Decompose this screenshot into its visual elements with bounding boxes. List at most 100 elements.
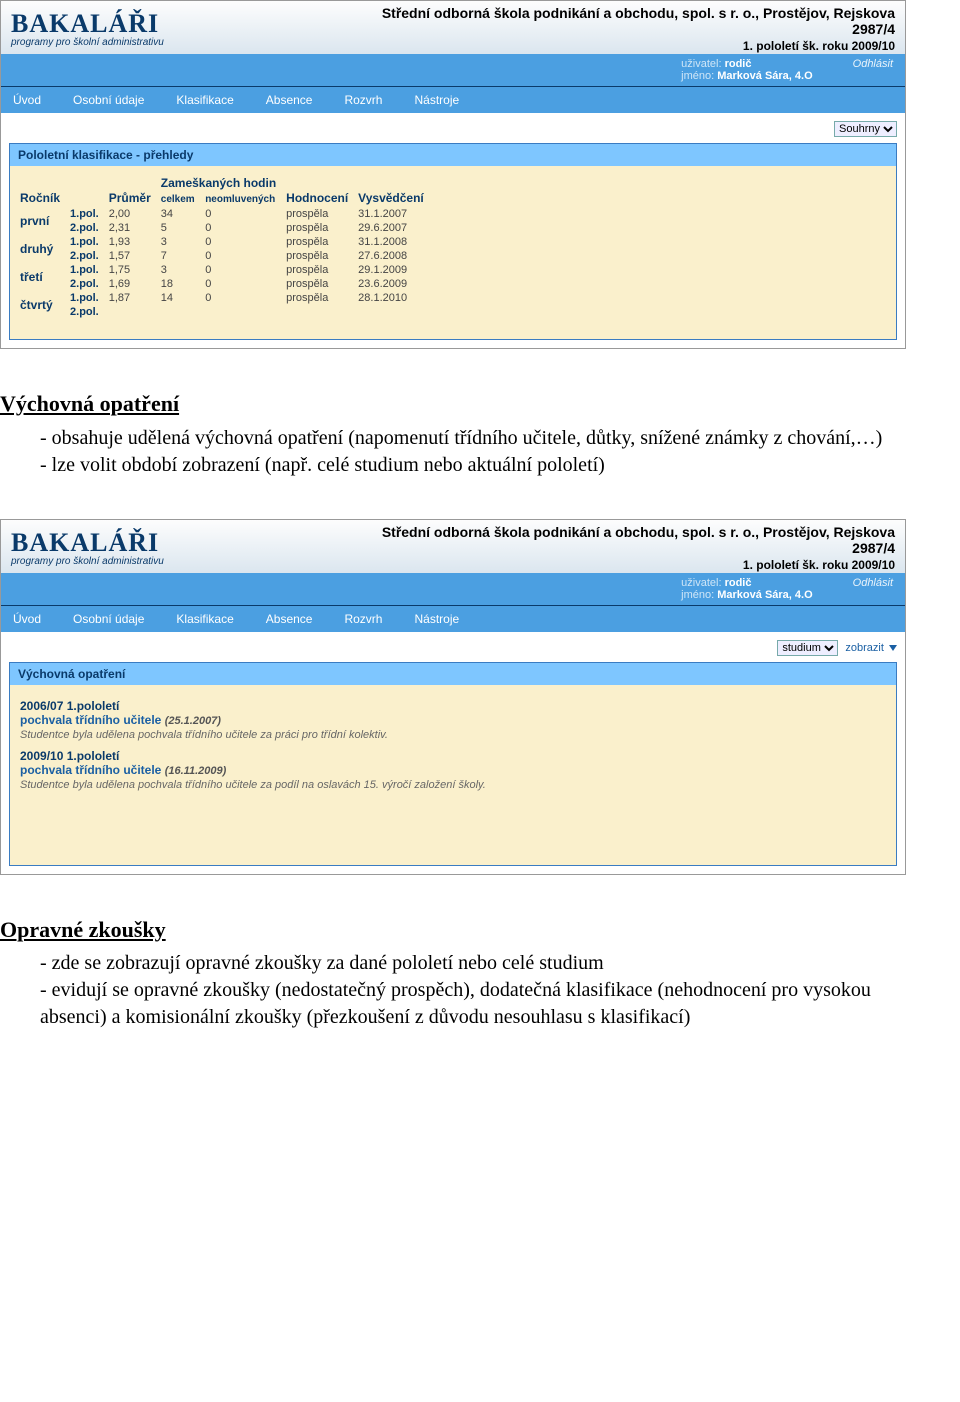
school-block: Střední odborná škola podnikání a obchod… bbox=[382, 524, 895, 572]
name-label: jméno: bbox=[681, 589, 714, 601]
doc-vychovna-opatreni: Výchovná opatření obsahuje udělená výcho… bbox=[0, 389, 906, 479]
opatreni-date: (16.11.2009) bbox=[165, 765, 227, 777]
table-row: první1.pol.2,00340prospěla31.1.2007 bbox=[20, 207, 434, 221]
logo-title: BAKALÁŘI bbox=[11, 528, 164, 558]
nav-uvod[interactable]: Úvod bbox=[11, 87, 43, 113]
cell-unexcused: 0 bbox=[205, 207, 286, 221]
cell-date: 27.6.2008 bbox=[358, 249, 434, 263]
table-row: 2.pol. bbox=[20, 305, 434, 319]
opatreni-desc: Studentce byla udělena pochvala třídního… bbox=[20, 729, 886, 741]
panel-opatreni: Výchovná opatření 2006/07 1.pololetípoch… bbox=[9, 662, 897, 866]
cell-avg: 1,57 bbox=[109, 249, 161, 263]
user-value: rodič bbox=[725, 577, 752, 589]
nav-klasifikace[interactable]: Klasifikace bbox=[174, 87, 235, 113]
zobrazit-link[interactable]: zobrazit bbox=[845, 642, 897, 654]
school-block: Střední odborná škola podnikání a obchod… bbox=[382, 5, 895, 53]
cell-pol: 1.pol. bbox=[70, 235, 109, 249]
cell-result: prospěla bbox=[286, 277, 358, 291]
nav-absence[interactable]: Absence bbox=[264, 606, 315, 632]
cell-date: 31.1.2008 bbox=[358, 235, 434, 249]
cell-date: 29.6.2007 bbox=[358, 221, 434, 235]
cell-total: 5 bbox=[161, 221, 205, 235]
year-label: čtvrtý bbox=[20, 291, 70, 319]
cell-avg: 2,31 bbox=[109, 221, 161, 235]
filter-select-studium[interactable]: studium bbox=[777, 640, 838, 656]
cell-result: prospěla bbox=[286, 249, 358, 263]
school-name: Střední odborná škola podnikání a obchod… bbox=[382, 5, 895, 21]
content-area: Souhrny Pololetní klasifikace - přehledy… bbox=[1, 113, 905, 348]
table-row: čtvrtý1.pol.1,87140prospěla28.1.2010 bbox=[20, 291, 434, 305]
name-value: Marková Sára, 4.O bbox=[717, 70, 812, 82]
nav-bar: Úvod Osobní údaje Klasifikace Absence Ro… bbox=[1, 605, 905, 632]
nav-osobni-udaje[interactable]: Osobní údaje bbox=[71, 87, 146, 113]
cell-avg bbox=[109, 305, 161, 319]
cell-pol: 1.pol. bbox=[70, 263, 109, 277]
cell-pol: 2.pol. bbox=[70, 305, 109, 319]
cell-unexcused: 0 bbox=[205, 235, 286, 249]
cell-unexcused: 0 bbox=[205, 221, 286, 235]
school-term: 1. pololetí šk. roku 2009/10 bbox=[382, 558, 895, 572]
table-row: druhý1.pol.1,9330prospěla31.1.2008 bbox=[20, 235, 434, 249]
table-row: 2.pol.1,5770prospěla27.6.2008 bbox=[20, 249, 434, 263]
user-bar: uživatel: rodič jméno: Marková Sára, 4.O… bbox=[1, 573, 905, 605]
opatreni-title: pochvala třídního učitele bbox=[20, 713, 165, 727]
school-address: 2987/4 bbox=[382, 21, 895, 37]
app-header: BAKALÁŘI programy pro školní administrat… bbox=[1, 1, 905, 54]
cell-unexcused: 0 bbox=[205, 249, 286, 263]
opatreni-title-row: pochvala třídního učitele (25.1.2007) bbox=[20, 713, 886, 727]
nav-nastroje[interactable]: Nástroje bbox=[412, 606, 461, 632]
th-vysvedceni: Vysvědčení bbox=[358, 174, 434, 207]
nav-uvod[interactable]: Úvod bbox=[11, 606, 43, 632]
nav-klasifikace[interactable]: Klasifikace bbox=[174, 606, 235, 632]
app-window-opatreni: BAKALÁŘI programy pro školní administrat… bbox=[0, 519, 906, 875]
user-bar: uživatel: rodič jméno: Marková Sára, 4.O… bbox=[1, 54, 905, 86]
nav-rozvrh[interactable]: Rozvrh bbox=[342, 87, 384, 113]
opatreni-date: (25.1.2007) bbox=[165, 715, 221, 727]
cell-date: 28.1.2010 bbox=[358, 291, 434, 305]
logo-subtitle: programy pro školní administrativu bbox=[11, 37, 164, 48]
opatreni-title-row: pochvala třídního učitele (16.11.2009) bbox=[20, 763, 886, 777]
cell-avg: 1,93 bbox=[109, 235, 161, 249]
user-value: rodič bbox=[725, 58, 752, 70]
panel-grades-title: Pololetní klasifikace - přehledy bbox=[10, 144, 896, 166]
user-label: uživatel: bbox=[681, 577, 721, 589]
nav-absence[interactable]: Absence bbox=[264, 87, 315, 113]
logout-link[interactable]: Odhlásit bbox=[853, 577, 893, 601]
panel-grades-body: Ročník Průměr Zameškaných hodin Hodnocen… bbox=[10, 166, 896, 339]
cell-total: 18 bbox=[161, 277, 205, 291]
cell-unexcused bbox=[205, 305, 286, 319]
cell-result: prospěla bbox=[286, 207, 358, 221]
user-info: uživatel: rodič jméno: Marková Sára, 4.O bbox=[681, 58, 812, 82]
logo: BAKALÁŘI programy pro školní administrat… bbox=[11, 528, 164, 567]
cell-total: 3 bbox=[161, 235, 205, 249]
cell-pol: 1.pol. bbox=[70, 207, 109, 221]
doc2-line-2: evidují se opravné zkoušky (nedostatečný… bbox=[40, 977, 906, 1031]
app-header: BAKALÁŘI programy pro školní administrat… bbox=[1, 520, 905, 573]
th-neomluvenych: neomluvených bbox=[205, 192, 286, 207]
doc2-line-1: zde se zobrazují opravné zkoušky za dané… bbox=[40, 950, 906, 977]
cell-result: prospěla bbox=[286, 263, 358, 277]
th-hodnoceni: Hodnocení bbox=[286, 174, 358, 207]
year-label: třetí bbox=[20, 263, 70, 291]
cell-unexcused: 0 bbox=[205, 291, 286, 305]
panel-grades: Pololetní klasifikace - přehledy Ročník … bbox=[9, 143, 897, 340]
table-row: třetí1.pol.1,7530prospěla29.1.2009 bbox=[20, 263, 434, 277]
cell-pol: 1.pol. bbox=[70, 291, 109, 305]
cell-result bbox=[286, 305, 358, 319]
school-term: 1. pololetí šk. roku 2009/10 bbox=[382, 39, 895, 53]
logout-link[interactable]: Odhlásit bbox=[853, 58, 893, 82]
th-prumer: Průměr bbox=[109, 174, 161, 207]
cell-avg: 1,75 bbox=[109, 263, 161, 277]
cell-pol: 2.pol. bbox=[70, 277, 109, 291]
cell-pol: 2.pol. bbox=[70, 221, 109, 235]
filter-select-souhrny[interactable]: Souhrny bbox=[834, 121, 897, 137]
cell-pol: 2.pol. bbox=[70, 249, 109, 263]
nav-osobni-udaje[interactable]: Osobní údaje bbox=[71, 606, 146, 632]
doc1-line-2: lze volit období zobrazení (např. celé s… bbox=[40, 452, 906, 479]
panel-opatreni-title: Výchovná opatření bbox=[10, 663, 896, 685]
nav-rozvrh[interactable]: Rozvrh bbox=[342, 606, 384, 632]
cell-date: 23.6.2009 bbox=[358, 277, 434, 291]
table-row: 2.pol.1,69180prospěla23.6.2009 bbox=[20, 277, 434, 291]
nav-nastroje[interactable]: Nástroje bbox=[412, 87, 461, 113]
opatreni-period: 2009/10 1.pololetí bbox=[20, 749, 886, 763]
